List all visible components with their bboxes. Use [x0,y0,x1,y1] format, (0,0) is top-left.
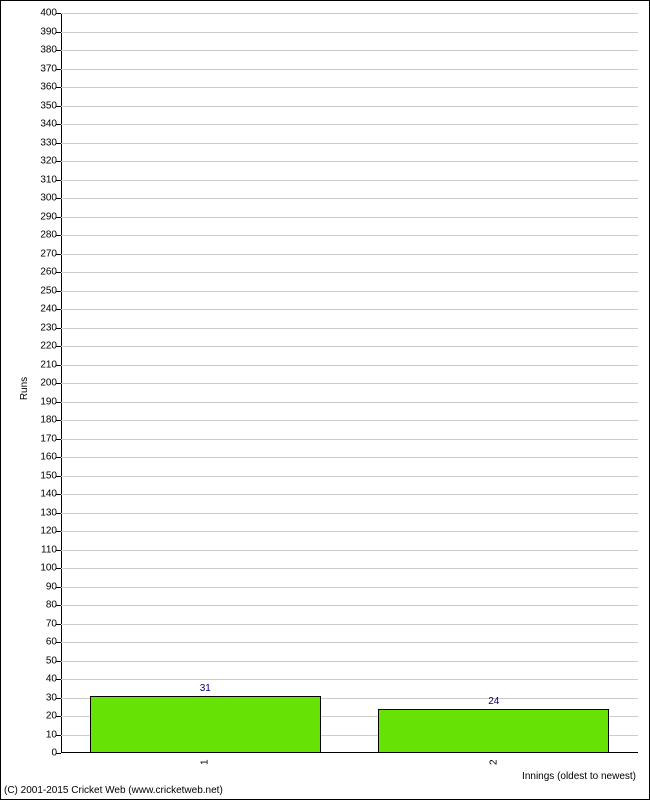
gridline [61,494,638,495]
gridline [61,180,638,181]
y-axis-label: Runs [19,377,30,400]
ytick-label: 0 [51,748,61,759]
gridline [61,50,638,51]
gridline [61,309,638,310]
ytick-label: 210 [40,359,61,370]
gridline [61,439,638,440]
gridline [61,143,638,144]
ytick-label: 70 [46,618,61,629]
ytick-label: 30 [46,692,61,703]
ytick-label: 390 [40,26,61,37]
ytick-label: 90 [46,581,61,592]
gridline [61,217,638,218]
ytick-label: 340 [40,119,61,130]
ytick-label: 140 [40,489,61,500]
gridline [61,254,638,255]
ytick-label: 20 [46,711,61,722]
ytick-label: 40 [46,674,61,685]
xtick-label: 1 [200,759,211,765]
ytick-label: 260 [40,267,61,278]
ytick-label: 300 [40,193,61,204]
ytick-label: 380 [40,45,61,56]
gridline [61,365,638,366]
gridline [61,568,638,569]
ytick-label: 350 [40,100,61,111]
gridline [61,106,638,107]
bar-value-label: 31 [200,683,211,694]
gridline [61,402,638,403]
ytick-label: 280 [40,230,61,241]
ytick-label: 400 [40,8,61,19]
gridline [61,32,638,33]
chart-frame: 0 10 20 30 40 50 60 70 80 90 100 110 120 130 140 150 160… [0,0,650,800]
gridline [61,476,638,477]
ytick-label: 180 [40,415,61,426]
ytick-label: 120 [40,526,61,537]
ytick-label: 50 [46,655,61,666]
ytick-label: 250 [40,285,61,296]
bar [378,709,609,753]
gridline [61,124,638,125]
gridline [61,346,638,347]
gridline [61,513,638,514]
ytick-label: 110 [41,544,61,555]
ytick-label: 160 [40,452,61,463]
gridline [61,161,638,162]
ytick-label: 320 [40,156,61,167]
gridline [61,531,638,532]
gridline [61,661,638,662]
ytick-label: 230 [40,322,61,333]
ytick-label: 290 [40,211,61,222]
gridline [61,679,638,680]
ytick-label: 360 [40,82,61,93]
gridline [61,642,638,643]
ytick-label: 240 [40,304,61,315]
bar [90,696,321,753]
gridline [61,69,638,70]
ytick-label: 170 [40,433,61,444]
gridline [61,605,638,606]
ytick-label: 330 [40,137,61,148]
ytick-label: 100 [40,563,61,574]
gridline [61,587,638,588]
gridline [61,420,638,421]
copyright-text: (C) 2001-2015 Cricket Web (www.cricketwe… [4,785,223,796]
gridline [61,13,638,14]
gridline [61,328,638,329]
ytick-label: 310 [40,174,61,185]
plot-area: 0102030405060708090100110120130140150160… [61,13,638,753]
ytick-label: 130 [40,507,61,518]
ytick-label: 10 [46,729,61,740]
ytick-label: 190 [40,396,61,407]
gridline [61,87,638,88]
ytick-label: 220 [40,341,61,352]
gridline [61,198,638,199]
ytick-label: 150 [40,470,61,481]
ytick-label: 200 [40,378,61,389]
gridline [61,383,638,384]
bar-value-label: 24 [488,696,499,707]
gridline [61,550,638,551]
ytick-label: 270 [40,248,61,259]
x-axis-label: Innings (oldest to newest) [522,771,636,782]
xtick-label: 2 [488,759,499,765]
gridline [61,272,638,273]
gridline [61,624,638,625]
ytick-label: 370 [40,63,61,74]
gridline [61,235,638,236]
ytick-label: 80 [46,600,61,611]
gridline [61,291,638,292]
ytick-label: 60 [46,637,61,648]
gridline [61,457,638,458]
